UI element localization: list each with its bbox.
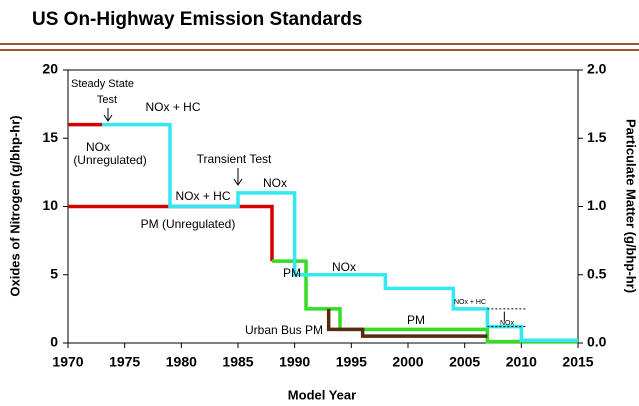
y-axis-label: Oxides of Nitrogen (g/bhp-hr) xyxy=(7,115,22,296)
arrow xyxy=(103,108,113,122)
x-tick-label: 2015 xyxy=(562,354,593,370)
annotation: PM xyxy=(407,313,425,327)
annotation: PM xyxy=(283,266,301,280)
chart-title: US On-Highway Emission Standards xyxy=(32,9,362,30)
y2-tick-label: 2.0 xyxy=(587,61,607,77)
annotation: NOx + HC xyxy=(145,100,200,114)
annotation: NOx xyxy=(332,260,356,274)
x-axis-label: Model Year xyxy=(288,387,356,402)
arrow xyxy=(233,168,243,186)
y2-tick-label: 0.5 xyxy=(587,265,607,281)
y-tick-label: 5 xyxy=(50,265,58,281)
annotation: NOx xyxy=(263,176,287,190)
x-tick-label: 1990 xyxy=(279,354,310,370)
x-tick-label: 1970 xyxy=(52,354,83,370)
annotation: NOx + HC xyxy=(454,299,486,306)
y2-tick-label: 1.0 xyxy=(587,197,607,213)
annotation: NOx xyxy=(500,320,515,327)
x-tick-label: 1975 xyxy=(109,354,140,370)
step-line xyxy=(272,259,578,344)
y-tick-label: 20 xyxy=(42,61,58,77)
y-tick-label: 15 xyxy=(42,129,58,145)
annotation: Urban Bus PM xyxy=(245,323,323,337)
x-tick-label: 2000 xyxy=(392,354,423,370)
annotation: NOx + HC xyxy=(175,189,230,203)
annotation: Steady State xyxy=(71,78,134,90)
x-tick-label: 2010 xyxy=(506,354,537,370)
annotation: PM (Unregulated) xyxy=(141,217,236,231)
x-tick-label: 1985 xyxy=(222,354,253,370)
x-tick-label: 1980 xyxy=(166,354,197,370)
y-tick-label: 10 xyxy=(42,197,58,213)
y2-axis-label: Particulate Matter (g/bhp-hr) xyxy=(624,119,639,293)
annotation: Transient Test xyxy=(197,152,272,166)
x-tick-label: 1995 xyxy=(336,354,367,370)
y-tick-label: 0 xyxy=(50,334,58,350)
annotation: Test xyxy=(97,94,117,106)
y2-tick-label: 0.0 xyxy=(587,334,607,350)
annotation: (Unregulated) xyxy=(73,153,146,167)
step-line xyxy=(326,308,488,338)
dotted-mark xyxy=(487,308,527,328)
x-tick-label: 2005 xyxy=(449,354,480,370)
annotation: NOx xyxy=(86,140,110,154)
step-line xyxy=(68,204,274,262)
y2-tick-label: 1.5 xyxy=(587,129,607,145)
